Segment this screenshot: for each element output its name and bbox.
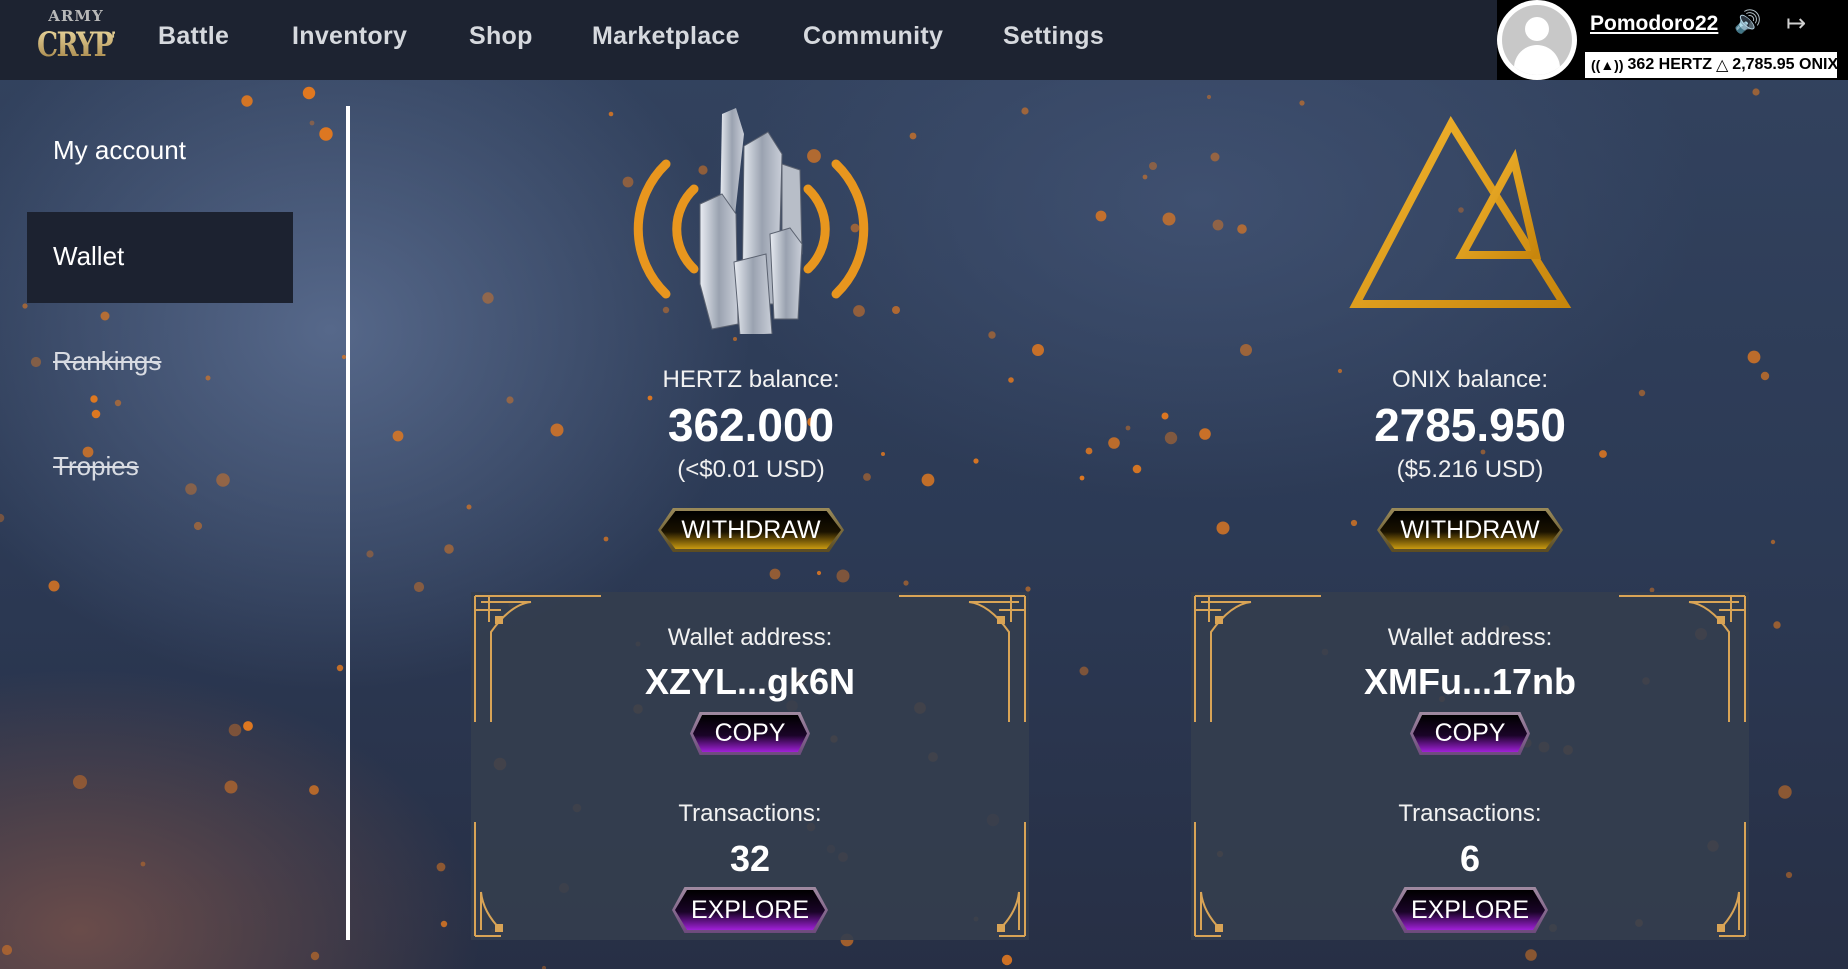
speaker-icon[interactable]: 🔊: [1734, 10, 1762, 35]
explore-label: EXPLORE: [1410, 895, 1530, 924]
nav-marketplace[interactable]: Marketplace: [592, 22, 740, 50]
hertz-balance-value: 362.000: [667, 399, 835, 451]
transactions-count: 32: [729, 838, 771, 879]
username-link[interactable]: Pomodoro22: [1590, 12, 1719, 35]
crystal-signal-icon: [633, 108, 869, 334]
sidebar-item-rankings: Rankings: [53, 346, 162, 376]
wallet-address-label: Wallet address:: [667, 624, 833, 651]
sidebar-item-wallet[interactable]: Wallet: [53, 241, 125, 271]
card-frame-ornament: [1194, 595, 1746, 937]
wallet-address-value: XZYL...gk6N: [644, 661, 856, 702]
transactions-label: Transactions:: [678, 800, 822, 827]
sidebar-active-highlight: [27, 212, 293, 303]
copy-label: COPY: [714, 719, 786, 747]
onix-icon: △: [1715, 57, 1729, 74]
wallet-address-value: XMFu...17nb: [1363, 661, 1576, 702]
hertz-wallet-card: Wallet address: XZYL...gk6N COPY Transac…: [471, 592, 1029, 940]
onix-balance-value: 2785.950: [1374, 399, 1566, 451]
logo-main-text: CRYPTO: [37, 25, 153, 65]
transactions-label: Transactions:: [1398, 800, 1542, 827]
army-crypto-logo[interactable]: ARMY CRYPTO: [26, 7, 153, 72]
sidebar-item-my-account[interactable]: My account: [53, 135, 186, 165]
explore-button[interactable]: EXPLORE: [1392, 887, 1548, 933]
logout-icon[interactable]: ↦: [1786, 9, 1807, 37]
onix-amount: 2,785.95 ONIX: [1732, 56, 1839, 73]
hertz-withdraw-button[interactable]: WITHDRAW: [658, 508, 844, 552]
wallet-address-label: Wallet address:: [1387, 624, 1553, 651]
avatar[interactable]: [1497, 0, 1577, 80]
avatar-icon: [1502, 5, 1572, 75]
nav-shop[interactable]: Shop: [469, 22, 533, 50]
nav-inventory[interactable]: Inventory: [292, 22, 408, 50]
onix-balance-label: ONIX balance:: [1391, 366, 1549, 393]
copy-address-button[interactable]: COPY: [1410, 712, 1530, 755]
nav-settings[interactable]: Settings: [1003, 22, 1105, 50]
logo-top-text: ARMY: [48, 7, 104, 25]
card-frame-ornament: [474, 595, 1026, 937]
hertz-balance-label: HERTZ balance:: [662, 366, 840, 393]
copy-address-button[interactable]: COPY: [690, 712, 810, 755]
onix-usd-value: ($5.216 USD): [1396, 456, 1544, 483]
onix-withdraw-button[interactable]: WITHDRAW: [1377, 508, 1563, 552]
withdraw-label: WITHDRAW: [681, 515, 821, 544]
currency-strip: ((▲)) 362 HERTZ △ 2,785.95 ONIX: [1585, 52, 1839, 78]
onix-wallet-card: Wallet address: XMFu...17nb COPY Transac…: [1191, 592, 1749, 940]
nav-battle[interactable]: Battle: [158, 22, 230, 50]
transactions-count: 6: [1459, 838, 1481, 879]
onix-balance-section: ONIX balance: 2785.950 ($5.216 USD): [1220, 366, 1720, 484]
nav-community[interactable]: Community: [803, 22, 944, 50]
hertz-icon: ((▲)): [1591, 57, 1624, 73]
copy-label: COPY: [1434, 719, 1506, 747]
sidebar-item-tropies: Tropies: [53, 451, 139, 481]
withdraw-label: WITHDRAW: [1400, 515, 1540, 544]
sidebar-divider: [346, 106, 350, 940]
hertz-amount: 362 HERTZ: [1627, 56, 1712, 73]
explore-button[interactable]: EXPLORE: [672, 887, 828, 933]
onix-triangle-icon: [1349, 115, 1572, 308]
explore-label: EXPLORE: [690, 895, 810, 924]
hertz-usd-value: (<$0.01 USD): [677, 456, 825, 483]
hertz-balance-section: HERTZ balance: 362.000 (<$0.01 USD): [501, 366, 1001, 484]
